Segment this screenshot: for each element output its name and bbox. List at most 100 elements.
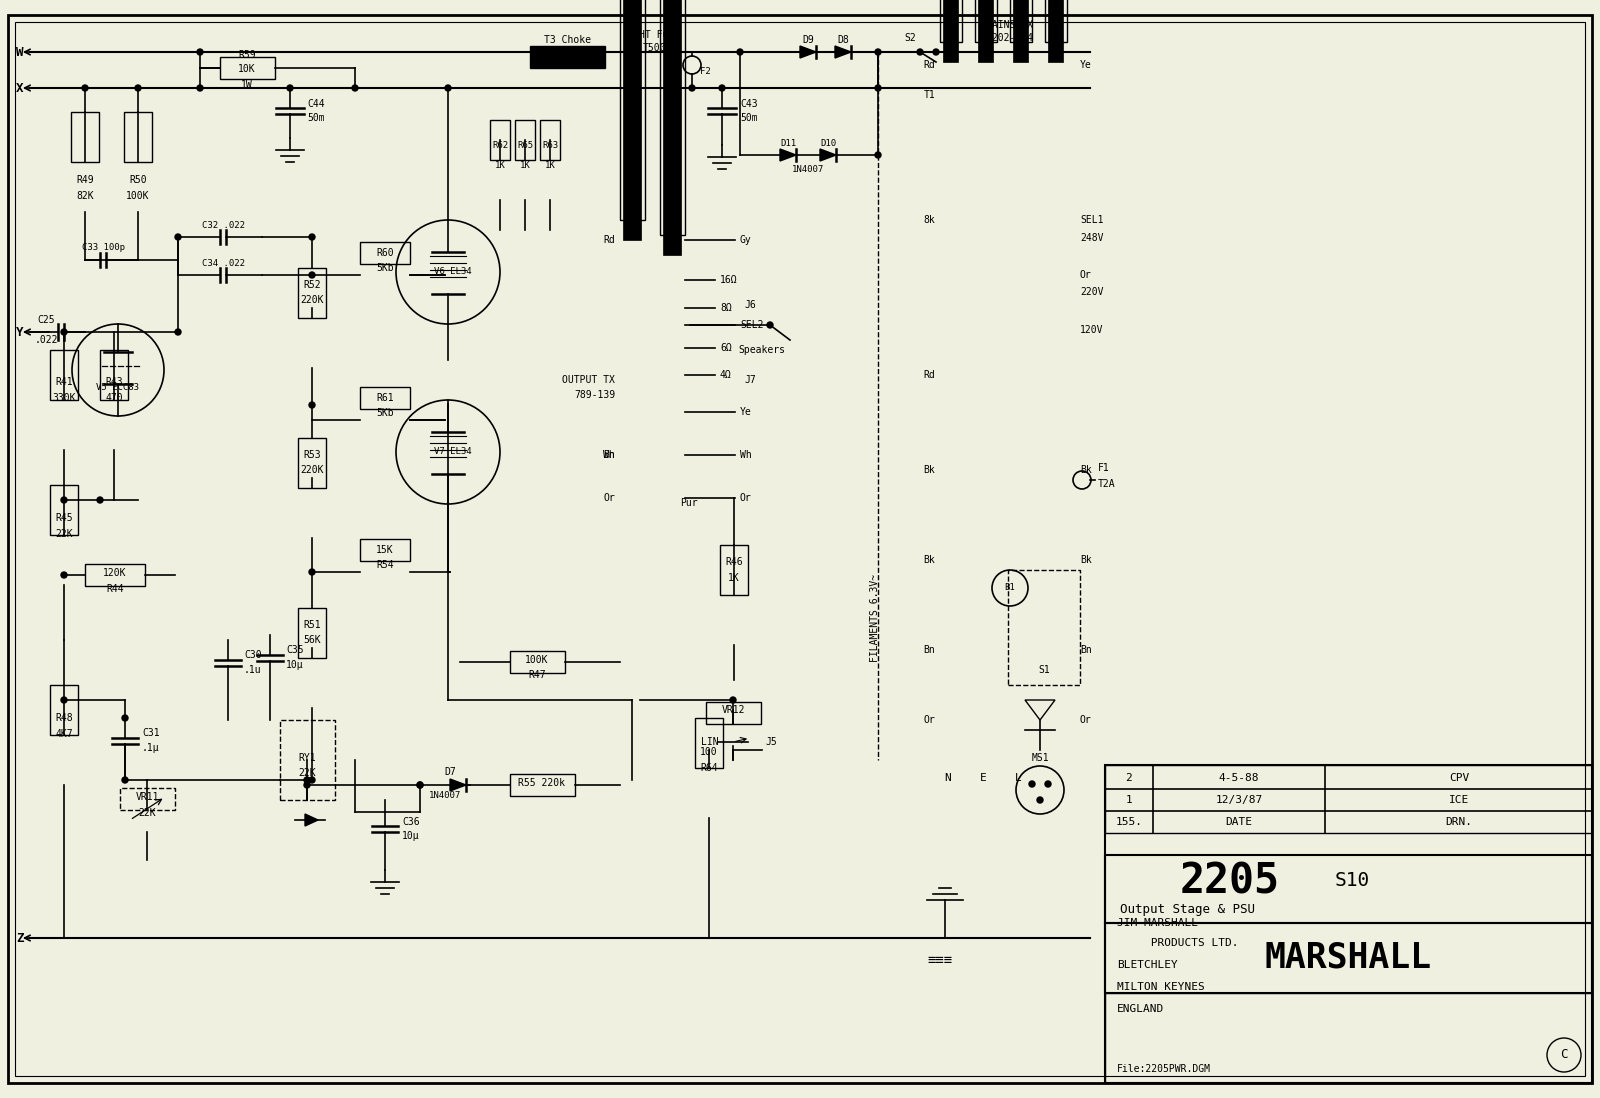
Circle shape <box>98 497 102 503</box>
Text: Bk: Bk <box>923 554 934 565</box>
Bar <box>541 120 560 160</box>
Bar <box>515 120 534 160</box>
Text: X: X <box>16 81 24 94</box>
Text: Or: Or <box>603 493 614 503</box>
Text: Bk: Bk <box>1080 464 1091 475</box>
Text: R44: R44 <box>106 584 123 594</box>
Text: R45: R45 <box>54 513 74 523</box>
Text: C31: C31 <box>142 728 160 738</box>
Text: D11: D11 <box>779 138 797 147</box>
Text: 4Ω: 4Ω <box>720 370 731 380</box>
Text: 1: 1 <box>1126 795 1133 805</box>
Bar <box>298 608 326 658</box>
Text: 100K: 100K <box>126 191 150 201</box>
Bar <box>298 438 326 488</box>
Text: 82K: 82K <box>77 191 94 201</box>
Text: T2: T2 <box>626 96 638 105</box>
Text: .1u: .1u <box>243 665 262 675</box>
Text: Speakers: Speakers <box>739 345 786 355</box>
Text: R49: R49 <box>77 175 94 184</box>
Text: Bn: Bn <box>603 450 614 460</box>
Text: R53: R53 <box>302 450 322 460</box>
Bar <box>360 242 410 264</box>
Bar <box>661 0 685 235</box>
Bar <box>1106 993 1592 1083</box>
Text: T3 Choke: T3 Choke <box>544 35 590 45</box>
Bar <box>125 112 152 163</box>
Text: 1K: 1K <box>520 160 530 169</box>
Text: 2205: 2205 <box>1181 860 1280 901</box>
Text: V6 EL34: V6 EL34 <box>434 268 472 277</box>
Text: R52: R52 <box>302 280 322 290</box>
Bar <box>298 268 326 318</box>
Text: R61: R61 <box>376 393 394 403</box>
Text: Pur: Pur <box>680 498 698 508</box>
Text: DRN.: DRN. <box>1445 817 1472 827</box>
Text: D10: D10 <box>819 138 837 147</box>
Text: D8: D8 <box>837 35 850 45</box>
Text: Ye: Ye <box>1080 60 1091 70</box>
Text: 4-5-88: 4-5-88 <box>1219 773 1259 783</box>
Text: 1K: 1K <box>728 573 739 583</box>
Circle shape <box>1037 797 1043 803</box>
Text: D7: D7 <box>445 768 456 777</box>
Bar <box>360 539 410 561</box>
Text: 8k: 8k <box>923 215 934 225</box>
Circle shape <box>1029 781 1035 787</box>
Text: 220K: 220K <box>301 295 323 305</box>
Circle shape <box>309 569 315 575</box>
Circle shape <box>730 697 736 703</box>
Text: 120V: 120V <box>1080 325 1104 335</box>
Text: 789-139: 789-139 <box>574 390 614 400</box>
Text: R55 220k: R55 220k <box>518 778 565 788</box>
Text: ICE: ICE <box>1450 795 1469 805</box>
Bar <box>50 485 78 535</box>
Polygon shape <box>450 778 466 791</box>
Circle shape <box>690 85 694 91</box>
Circle shape <box>418 782 422 788</box>
Text: MILTON KEYNES: MILTON KEYNES <box>1117 982 1205 991</box>
Circle shape <box>286 85 293 91</box>
Text: ENGLAND: ENGLAND <box>1117 1004 1165 1013</box>
Text: 12/3/87: 12/3/87 <box>1216 795 1262 805</box>
Circle shape <box>418 782 422 788</box>
Text: R47: R47 <box>528 670 546 680</box>
Bar <box>662 0 682 255</box>
Bar <box>694 718 723 768</box>
Circle shape <box>61 497 67 503</box>
Text: 50m: 50m <box>739 113 758 123</box>
Text: F2: F2 <box>701 67 710 77</box>
Text: T500mA: T500mA <box>642 43 678 53</box>
Text: SEL2: SEL2 <box>739 320 763 330</box>
Circle shape <box>309 402 315 408</box>
Text: ≡≡≡: ≡≡≡ <box>928 953 952 967</box>
Text: VR11: VR11 <box>136 792 158 802</box>
Text: 1W: 1W <box>242 80 253 90</box>
Text: Output Stage & PSU: Output Stage & PSU <box>1120 903 1254 916</box>
Text: C44: C44 <box>307 99 325 109</box>
Text: R50: R50 <box>130 175 147 184</box>
Bar <box>490 120 510 160</box>
Text: R63: R63 <box>542 141 558 149</box>
Circle shape <box>122 715 128 721</box>
Circle shape <box>875 152 882 158</box>
Text: Z: Z <box>16 931 24 944</box>
Circle shape <box>122 777 128 783</box>
Circle shape <box>134 85 141 91</box>
Text: 155.: 155. <box>1115 817 1142 827</box>
Polygon shape <box>819 149 835 161</box>
Bar <box>942 0 958 61</box>
Text: MAINS TX: MAINS TX <box>987 20 1034 30</box>
Text: R65: R65 <box>517 141 533 149</box>
Text: C30: C30 <box>243 650 262 660</box>
Bar <box>280 720 334 800</box>
Bar <box>99 350 128 400</box>
Text: S2: S2 <box>904 33 915 43</box>
Text: V7 EL34: V7 EL34 <box>434 448 472 457</box>
Text: C34 .022: C34 .022 <box>202 258 245 268</box>
Circle shape <box>875 49 882 55</box>
Text: R64: R64 <box>701 763 718 773</box>
Text: 5Kb: 5Kb <box>376 408 394 418</box>
Text: 16Ω: 16Ω <box>720 274 738 285</box>
Text: 8Ω: 8Ω <box>720 303 731 313</box>
